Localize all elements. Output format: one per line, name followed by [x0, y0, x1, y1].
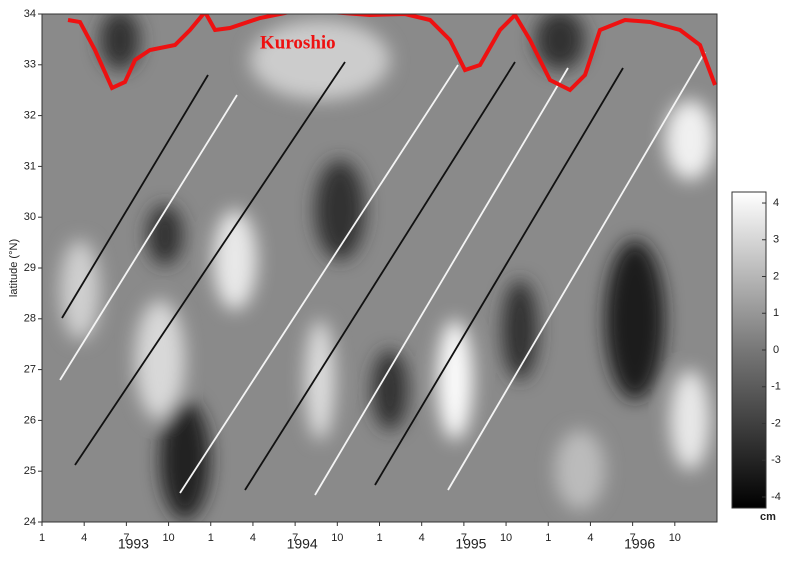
- year-label: 1995: [455, 536, 486, 552]
- y-tick-label: 29: [24, 262, 36, 274]
- y-tick-label: 32: [24, 110, 36, 122]
- x-tick-label: 4: [587, 532, 593, 544]
- colorbar-unit: cm: [760, 511, 776, 523]
- x-tick-label: 1: [545, 532, 551, 544]
- x-tick-label: 1: [208, 532, 214, 544]
- colorbar-tick-label: -3: [771, 454, 781, 466]
- x-tick-label: 10: [669, 532, 681, 544]
- colorbar-tick-label: -4: [771, 491, 781, 503]
- colorbar-tick-label: 1: [773, 307, 779, 319]
- year-label: 1994: [287, 536, 318, 552]
- colorbar-tick-label: -2: [771, 417, 781, 429]
- y-tick-label: 26: [24, 414, 36, 426]
- y-tick-label: 30: [24, 211, 36, 223]
- y-tick-label: 27: [24, 364, 36, 376]
- x-tick-label: 1: [39, 532, 45, 544]
- x-tick-label: 10: [500, 532, 512, 544]
- colorbar-tick-label: -1: [771, 381, 781, 393]
- year-label: 1993: [118, 536, 149, 552]
- x-tick-label: 7: [630, 532, 636, 544]
- annotation: Kuroshio: [260, 32, 336, 53]
- x-tick-label: 7: [292, 532, 298, 544]
- x-tick-label: 4: [81, 532, 87, 544]
- y-tick-label: 31: [24, 160, 36, 172]
- colorbar-tick-label: 3: [773, 234, 779, 246]
- colorbar-tick-label: 0: [773, 344, 779, 356]
- y-tick-label: 24: [24, 516, 36, 528]
- y-tick-label: 33: [24, 59, 36, 71]
- x-tick-label: 7: [123, 532, 129, 544]
- y-tick-label: 25: [24, 465, 36, 477]
- colorbar-tick-label: 2: [773, 270, 779, 282]
- x-tick-label: 10: [162, 532, 174, 544]
- x-tick-label: 4: [419, 532, 425, 544]
- y-tick-label: 28: [24, 313, 36, 325]
- x-tick-label: 10: [331, 532, 343, 544]
- year-label: 1996: [624, 536, 655, 552]
- kuroshio-path: [67, 14, 717, 93]
- x-tick-label: 4: [250, 532, 256, 544]
- colorbar-tick-label: 4: [773, 197, 779, 209]
- x-tick-label: 1: [376, 532, 382, 544]
- x-tick-label: 7: [461, 532, 467, 544]
- contour-field: [42, 14, 717, 522]
- colorbar: [731, 191, 767, 509]
- y-tick-label: 34: [24, 8, 36, 20]
- y-axis-label: latitude (°N): [8, 239, 20, 297]
